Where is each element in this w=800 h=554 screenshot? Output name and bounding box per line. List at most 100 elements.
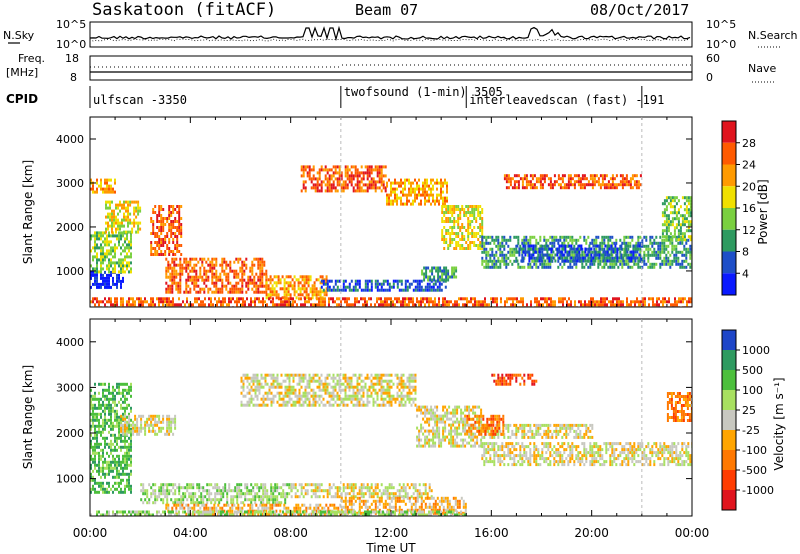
range-gate-cell [529, 265, 532, 269]
range-gate-cell [571, 235, 574, 239]
range-gate-cell [481, 238, 484, 242]
range-gate-cell [374, 279, 377, 283]
range-gate-cell [593, 253, 596, 257]
range-gate-cell [265, 281, 268, 285]
range-gate-cell [175, 284, 178, 288]
range-gate-cell [520, 259, 523, 263]
range-gate-cell [285, 275, 288, 279]
range-gate-cell [497, 265, 500, 269]
range-gate-cell [128, 255, 130, 259]
range-gate-cell [128, 448, 130, 452]
range-gate-cell [248, 303, 250, 307]
range-gate-cell [120, 282, 122, 286]
range-gate-cell [198, 303, 200, 307]
range-gate-cell [677, 241, 680, 245]
range-gate-cell [536, 297, 538, 301]
range-gate-cell [154, 205, 157, 208]
range-gate-cell [235, 284, 238, 288]
range-gate-cell [528, 256, 531, 260]
range-gate-cell [96, 451, 98, 455]
range-gate-cell [249, 281, 252, 285]
range-gate-cell [162, 420, 165, 424]
range-gate-cell [120, 466, 122, 470]
range-gate-cell [92, 448, 94, 452]
range-gate-cell [685, 238, 688, 242]
range-gate-cell [128, 436, 130, 440]
range-gate-cell [197, 278, 200, 282]
range-gate-cell [166, 429, 169, 433]
range-gate-cell [613, 256, 616, 260]
range-gate-cell [126, 429, 129, 433]
range-gate-cell [148, 498, 151, 502]
range-gate-cell [569, 180, 572, 184]
range-gate-cell [208, 498, 211, 502]
range-gate-cell [307, 275, 310, 279]
range-gate-cell [92, 445, 94, 449]
range-gate-cell [102, 418, 104, 422]
range-gate-cell [218, 492, 221, 496]
range-gate-cell [112, 385, 114, 389]
range-gate-cell [112, 442, 114, 446]
range-gate-cell [358, 180, 361, 184]
range-gate-cell [100, 270, 102, 274]
range-gate-cell [102, 267, 104, 271]
range-gate-cell [122, 423, 125, 427]
range-gate-cell [348, 168, 351, 172]
range-gate-cell [473, 211, 476, 214]
range-gate-cell [150, 414, 153, 418]
range-gate-cell [378, 165, 381, 169]
range-gate-cell [657, 250, 660, 254]
range-gate-cell [270, 300, 272, 304]
range-gate-cell [229, 266, 232, 270]
range-gate-cell [531, 265, 534, 269]
range-gate-cell [124, 397, 126, 401]
range-gate-cell [118, 421, 120, 425]
range-gate-cell [107, 200, 109, 204]
range-gate-cell [193, 257, 196, 261]
range-gate-cell [186, 483, 189, 487]
range-gate-cell [560, 250, 563, 254]
range-gate-cell [608, 247, 611, 251]
range-gate-cell [583, 183, 586, 187]
range-gate-cell [100, 469, 102, 473]
range-gate-cell [116, 382, 118, 386]
range-gate-cell [434, 202, 436, 206]
range-gate-cell [120, 472, 122, 476]
range-gate-cell [585, 241, 588, 245]
range-gate-cell [284, 300, 286, 304]
range-gate-cell [185, 290, 188, 294]
range-gate-cell [146, 501, 149, 505]
range-gate-cell [305, 293, 308, 297]
range-gate-cell [168, 432, 171, 436]
range-gate-cell [98, 300, 100, 304]
range-gate-cell [396, 285, 399, 289]
range-gate-cell [613, 186, 616, 190]
range-gate-cell [110, 391, 112, 395]
range-gate-cell [172, 501, 175, 505]
range-gate-cell [334, 288, 337, 292]
range-gate-cell [521, 253, 524, 257]
range-gate-cell [555, 235, 558, 239]
range-gate-cell [158, 247, 161, 250]
range-gate-cell [252, 300, 254, 304]
range-gate-cell [382, 174, 385, 178]
range-gate-cell [577, 183, 580, 187]
range-gate-cell [187, 284, 190, 288]
range-gate-cell [428, 282, 431, 286]
range-gate-cell [92, 267, 94, 271]
range-gate-cell [435, 269, 438, 273]
range-gate-cell [368, 279, 371, 283]
range-gate-cell [119, 227, 121, 231]
colorbar-tick-label: 24 [742, 159, 756, 172]
range-gate-cell [104, 460, 106, 464]
range-gate-cell [334, 300, 336, 304]
range-gate-cell [491, 238, 494, 242]
range-gate-cell [603, 262, 606, 266]
range-gate-cell [184, 492, 187, 496]
range-gate-cell [516, 259, 519, 263]
range-gate-cell [273, 287, 276, 291]
range-gate-cell [319, 281, 322, 285]
range-gate-cell [685, 259, 688, 263]
range-gate-cell [104, 421, 106, 425]
range-gate-cell [154, 483, 157, 487]
